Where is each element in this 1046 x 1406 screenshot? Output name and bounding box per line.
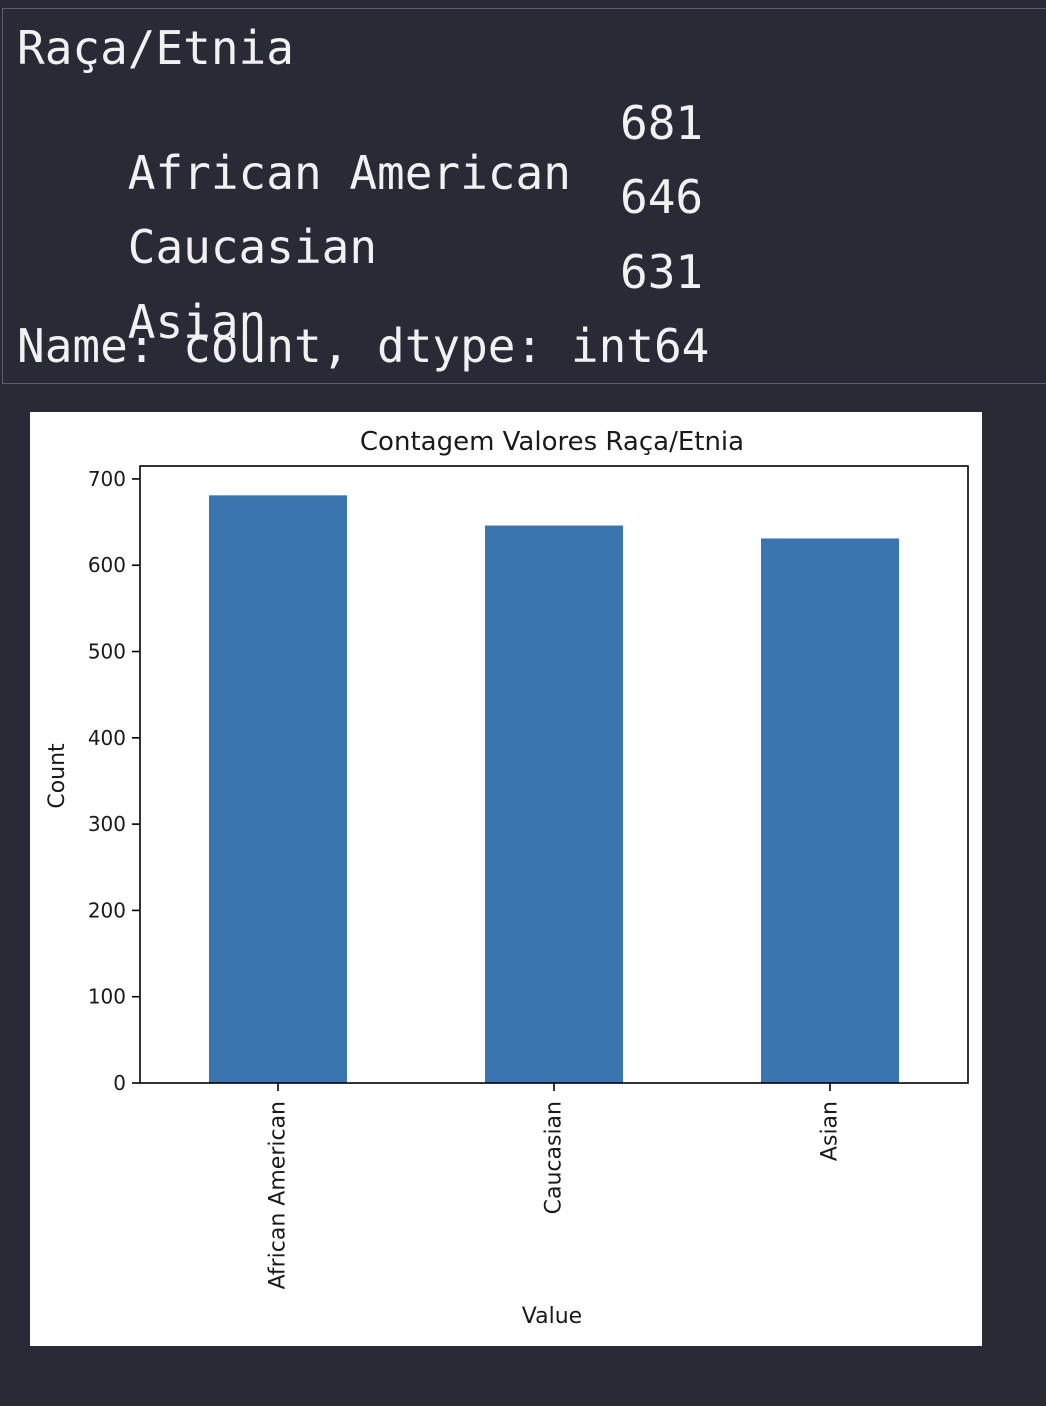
chart-title: Contagem Valores Raça/Etnia <box>360 427 744 457</box>
series-row-label: Asian <box>127 295 267 349</box>
series-row-label: African American <box>127 146 571 200</box>
x-tick-label: Caucasian <box>542 1101 567 1214</box>
series-row: Caucasian 646 <box>17 172 703 272</box>
bar <box>761 538 899 1083</box>
text-output-cell: Raça/Etnia African American 681 Caucasia… <box>2 8 1046 384</box>
y-axis-label: Count <box>45 743 70 809</box>
series-row-label: Caucasian <box>127 220 378 274</box>
bar-chart: Contagem Valores Raça/Etnia 0 100 200 300 40… <box>45 427 969 1329</box>
series-row: Asian 631 <box>17 247 703 347</box>
series-row-value: 631 <box>620 245 704 299</box>
bar <box>209 495 347 1083</box>
y-tick-label: 600 <box>88 553 126 577</box>
y-tick-label: 700 <box>88 467 126 491</box>
x-axis-label: Value <box>522 1304 582 1329</box>
y-tick-label: 500 <box>88 640 126 664</box>
y-tick-label: 400 <box>88 726 126 750</box>
series-row: African American 681 <box>17 98 703 198</box>
x-tick-label: Asian <box>818 1101 843 1161</box>
y-axis-ticks: 0 100 200 300 400 500 600 700 <box>88 467 140 1095</box>
bar <box>485 525 623 1083</box>
chart-figure: Contagem Valores Raça/Etnia 0 100 200 300 40… <box>30 412 982 1346</box>
series-row-value: 681 <box>620 96 704 150</box>
y-tick-label: 200 <box>88 898 126 922</box>
x-tick-label: African American <box>266 1101 291 1289</box>
y-tick-label: 100 <box>88 985 126 1009</box>
y-tick-label: 0 <box>113 1071 126 1095</box>
x-axis-ticks: African American Caucasian Asian <box>266 1083 843 1289</box>
series-row-value: 646 <box>620 170 704 224</box>
series-index-header: Raça/Etnia <box>17 21 294 75</box>
y-tick-label: 300 <box>88 812 126 836</box>
bars-layer <box>209 495 899 1083</box>
series-footer: Name: count, dtype: int64 <box>17 319 710 373</box>
